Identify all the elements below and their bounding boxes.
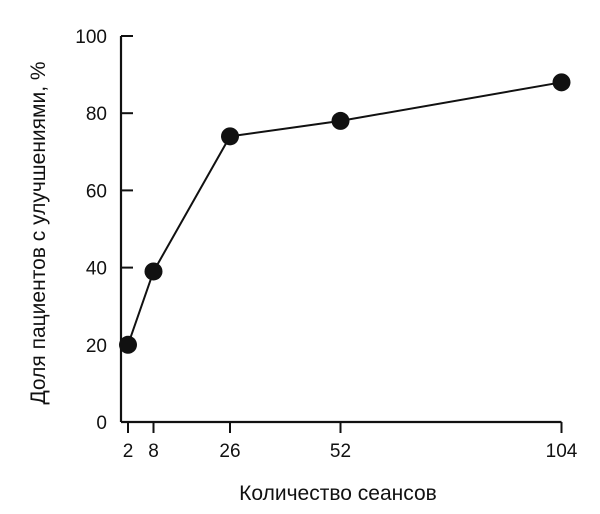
y-tick-label: 20 <box>86 336 107 357</box>
x-tick-label: 52 <box>330 441 351 462</box>
x-tick-label: 26 <box>219 441 240 462</box>
data-point <box>144 262 163 281</box>
y-ticks: 0 20 40 60 80 100 <box>75 27 133 434</box>
y-tick-label: 0 <box>96 413 107 434</box>
x-axis-label: Количество сеансов <box>239 482 437 505</box>
data-point <box>119 335 137 354</box>
y-tick-label: 40 <box>86 259 107 280</box>
x-ticks: 2 8 26 52 104 <box>123 422 578 462</box>
x-tick-label: 104 <box>546 441 578 462</box>
x-tick-label: 2 <box>123 441 134 462</box>
data-point <box>221 127 239 146</box>
data-point <box>331 111 350 130</box>
plot-area <box>119 73 571 354</box>
data-point <box>552 73 571 92</box>
y-tick-label: 60 <box>86 181 107 202</box>
x-tick-label: 8 <box>148 441 159 462</box>
y-axis-label: Доля пациентов с улучшениями, % <box>27 61 50 404</box>
y-tick-label: 80 <box>86 104 107 125</box>
y-tick-label: 100 <box>75 27 107 48</box>
